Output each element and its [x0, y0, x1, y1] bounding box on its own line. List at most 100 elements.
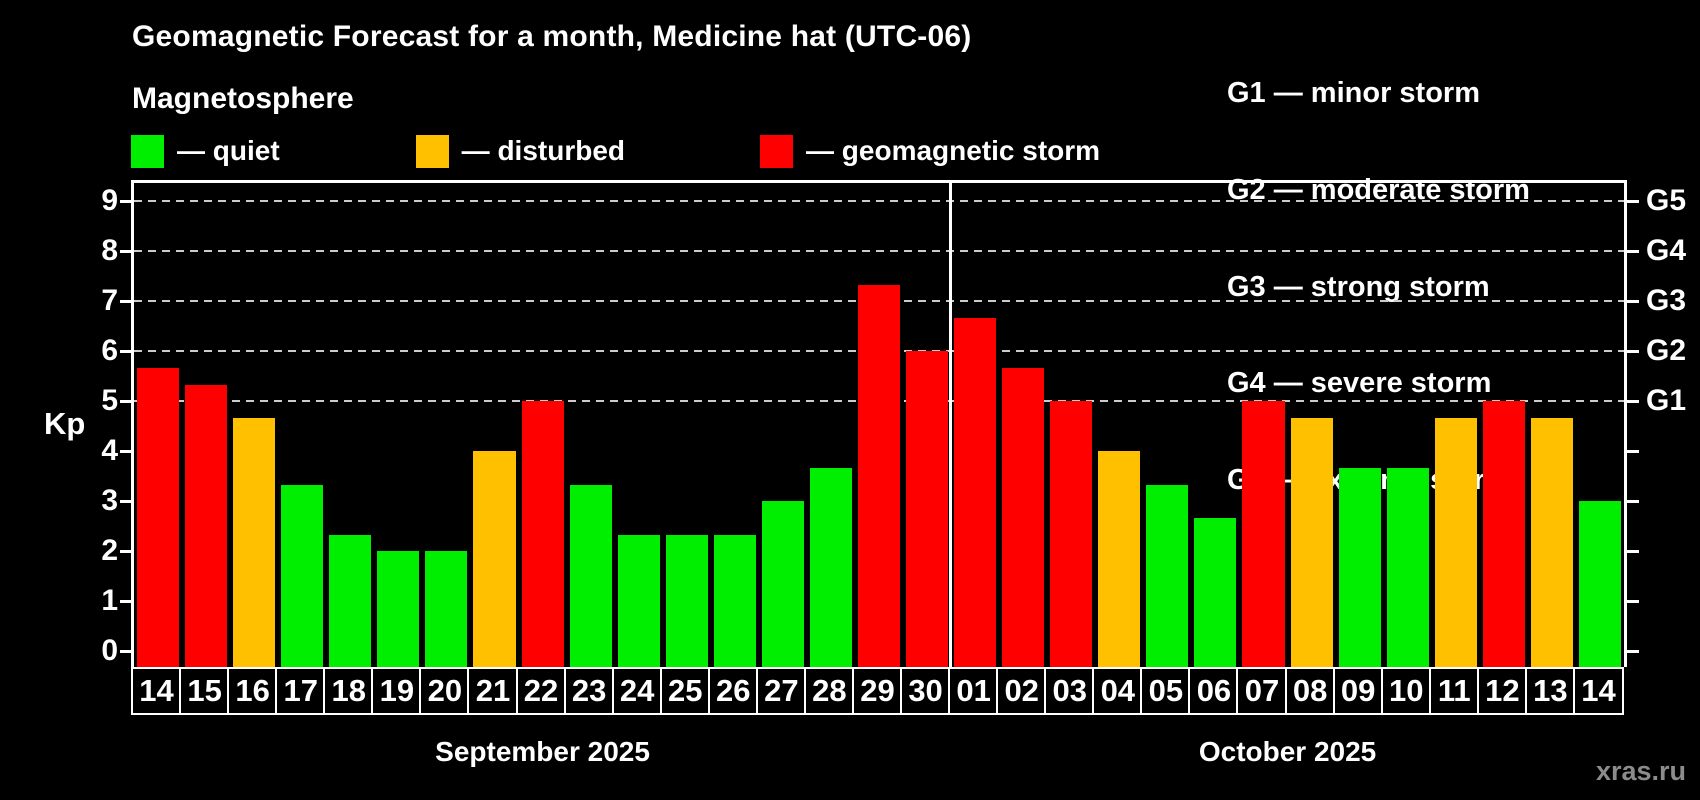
kp-bar-10 — [1386, 467, 1429, 667]
day-label-box: 25 — [659, 667, 711, 715]
kp-bar-29 — [857, 284, 901, 667]
kp-bar-04 — [1098, 451, 1141, 667]
month-label-0: September 2025 — [435, 736, 650, 767]
right-axis-tick-6 — [1626, 350, 1639, 353]
day-label-box: 02 — [996, 667, 1048, 715]
kp-bar-21 — [473, 451, 516, 667]
day-label-box: 26 — [707, 667, 759, 715]
y-tick-label-8: 8 — [101, 234, 118, 267]
day-label-box: 03 — [1044, 667, 1096, 715]
day-label-box: 12 — [1476, 667, 1528, 715]
y-axis-tick-5 — [120, 400, 133, 403]
day-label-box: 17 — [275, 667, 327, 715]
y-tick-label-4: 4 — [101, 434, 118, 467]
kp-bar-27 — [761, 501, 804, 667]
kp-bar-13 — [1530, 417, 1573, 667]
y-axis-line — [131, 180, 134, 667]
g-scale-label-G3: G3 — [1646, 284, 1687, 317]
kp-bar-26 — [713, 534, 756, 667]
kp-bar-07 — [1242, 401, 1285, 667]
kp-bar-28 — [809, 467, 852, 667]
y-tick-label-5: 5 — [101, 384, 118, 417]
month-separator-line — [949, 183, 953, 667]
storm-swatch-icon — [760, 134, 794, 168]
kp-bar-14 — [1578, 501, 1621, 667]
g-scale-label-G5: G5 — [1646, 184, 1687, 217]
kp-bar-19 — [377, 551, 420, 667]
right-axis-tick-5 — [1626, 400, 1639, 403]
right-axis-tick-7 — [1626, 300, 1639, 303]
y-tick-label-9: 9 — [101, 184, 118, 217]
kp-bar-09 — [1338, 467, 1381, 667]
legend-label-storm: — geomagnetic storm — [806, 135, 1101, 166]
plot-top-border — [131, 180, 1627, 183]
day-label-box: 05 — [1140, 667, 1192, 715]
day-label-box: 18 — [323, 667, 375, 715]
y-tick-label-0: 0 — [101, 634, 118, 667]
right-axis-tick-3 — [1626, 500, 1639, 503]
day-label-box: 01 — [948, 667, 1000, 715]
y-axis-tick-3 — [120, 500, 133, 503]
y-axis-tick-9 — [120, 200, 133, 203]
day-label-box: 22 — [515, 667, 567, 715]
g-scale-label-G1: G1 — [1646, 384, 1687, 417]
kp-bar-30 — [906, 351, 949, 667]
kp-bar-16 — [233, 417, 276, 667]
gridline-kp9 — [134, 200, 1624, 202]
y-axis-tick-2 — [120, 550, 133, 553]
day-label-box: 30 — [900, 667, 952, 715]
y-tick-label-2: 2 — [101, 534, 118, 567]
y-axis-tick-0 — [120, 650, 133, 653]
color-legend: — quiet — disturbed — geomagnetic storm — [131, 134, 1100, 168]
y-tick-label-6: 6 — [101, 334, 118, 367]
y-axis-tick-6 — [120, 350, 133, 353]
kp-bar-03 — [1050, 401, 1093, 667]
month-label-1: October 2025 — [1198, 736, 1377, 767]
day-label-box: 14 — [1572, 667, 1624, 715]
gridline-kp8 — [134, 250, 1624, 252]
day-label-box: 19 — [371, 667, 423, 715]
legend-item-disturbed: — disturbed — [415, 134, 626, 168]
kp-bar-23 — [569, 484, 612, 667]
day-label-box: 24 — [611, 667, 663, 715]
day-label-box: 09 — [1332, 667, 1384, 715]
g-scale-legend-line: G4 — severe storm — [1227, 367, 1492, 400]
page-title: Geomagnetic Forecast for a month, Medici… — [132, 20, 972, 53]
y-axis-tick-7 — [120, 300, 133, 303]
kp-bar-17 — [281, 484, 324, 667]
kp-bar-15 — [185, 384, 228, 667]
day-label-box: 07 — [1236, 667, 1288, 715]
right-axis-tick-4 — [1626, 450, 1639, 453]
day-label-box: 16 — [227, 667, 279, 715]
kp-bar-22 — [521, 401, 564, 667]
right-axis-tick-8 — [1626, 250, 1639, 253]
y-axis-title: Kp — [44, 406, 86, 441]
g-scale-legend-line: G3 — strong storm — [1227, 270, 1490, 303]
day-label-box: 13 — [1524, 667, 1576, 715]
g-scale-label-G2: G2 — [1646, 334, 1687, 367]
day-label-box: 14 — [131, 667, 183, 715]
right-axis-tick-1 — [1626, 600, 1639, 603]
kp-bar-24 — [617, 534, 660, 667]
kp-bar-08 — [1290, 417, 1333, 667]
legend-item-storm: — geomagnetic storm — [760, 134, 1101, 168]
right-axis-tick-0 — [1626, 650, 1639, 653]
y-axis-tick-8 — [120, 250, 133, 253]
legend-label-disturbed: — disturbed — [461, 135, 626, 166]
kp-bar-11 — [1434, 417, 1477, 667]
kp-bar-12 — [1482, 401, 1525, 667]
kp-bar-05 — [1146, 484, 1189, 667]
quiet-swatch-icon — [131, 134, 164, 168]
day-label-box: 15 — [179, 667, 231, 715]
legend-item-quiet: — quiet — [131, 134, 280, 168]
kp-bar-14 — [137, 367, 180, 667]
day-label-box: 23 — [563, 667, 615, 715]
right-axis-tick-2 — [1626, 550, 1639, 553]
g-scale-legend-line: G1 — minor storm — [1227, 77, 1480, 110]
y-tick-label-7: 7 — [101, 284, 118, 317]
day-label-box: 21 — [467, 667, 519, 715]
day-label-box: 27 — [755, 667, 807, 715]
legend-label-quiet: — quiet — [177, 135, 280, 166]
day-label-box: 04 — [1092, 667, 1144, 715]
